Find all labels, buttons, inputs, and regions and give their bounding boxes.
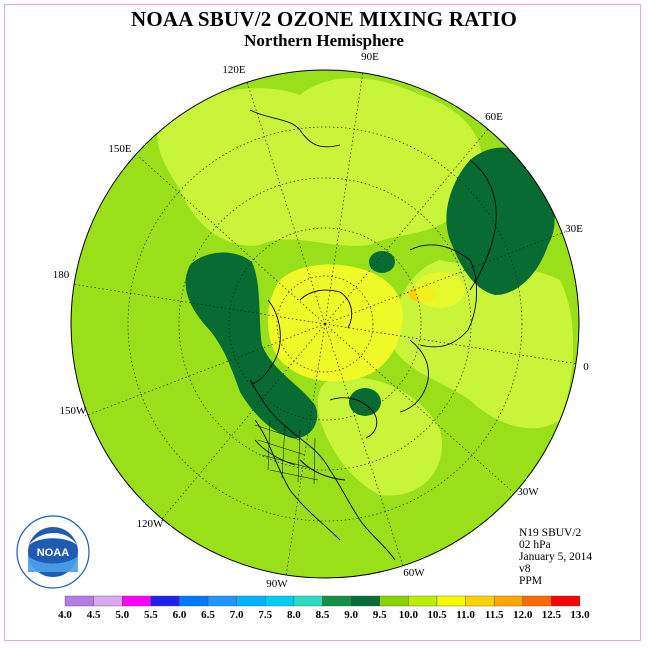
legend-swatch: [350, 595, 380, 607]
legend-swatch: [265, 595, 295, 607]
noaa-logo-text: NOAA: [37, 547, 69, 559]
legend-swatches: [64, 595, 581, 607]
legend-swatch: [207, 595, 237, 607]
lon-label-150e: 150E: [108, 143, 132, 155]
legend-swatch: [436, 595, 466, 607]
legend-swatch: [551, 595, 581, 607]
lon-label-90w: 90W: [266, 578, 288, 590]
legend-tick-label: 8.5: [316, 609, 330, 621]
field-dark-pacific: [185, 252, 318, 439]
lon-label-60e: 60E: [485, 111, 503, 123]
lon-label-120e: 120E: [222, 64, 246, 76]
lon-label-120w: 120W: [137, 518, 165, 530]
field-yellow-core: [267, 264, 403, 382]
field-yellow-east: [415, 272, 465, 308]
field-light-north: [157, 78, 482, 246]
legend-tick-label: 13.0: [570, 609, 590, 621]
noaa-logo: NOAA: [16, 515, 90, 589]
legend-swatch: [122, 595, 152, 607]
legend-tick-label: 11.5: [485, 609, 504, 621]
legend-tick-label: 9.5: [373, 609, 387, 621]
lon-label-30w: 30W: [517, 486, 539, 498]
legend-tick-labels: 4.0 4.5 5.0 5.5 6.0 6.5 7.0 7.5 8.0 8.5 9.0 9.5 10.0…: [58, 609, 590, 621]
legend-tick-label: 5.5: [144, 609, 158, 621]
legend-swatch: [408, 595, 438, 607]
coastlines: [249, 109, 497, 561]
legend-swatch: [93, 595, 123, 607]
lon-label-0: 0: [583, 361, 589, 373]
color-legend: 4.0 4.5 5.0 5.5 6.0 6.5 7.0 7.5 8.0 8.5 9.0 9.5 10.0…: [58, 595, 590, 621]
map-boundary: [70, 69, 580, 579]
legend-tick-label: 12.5: [542, 609, 562, 621]
legend-swatch: [179, 595, 209, 607]
lon-label-60w: 60W: [403, 567, 425, 579]
legend-swatch: [236, 595, 266, 607]
legend-tick-label: 4.0: [58, 609, 72, 621]
figure-subtitle: Northern Hemisphere: [244, 31, 404, 50]
noaa-logo-wave: [28, 556, 78, 572]
legend-tick-label: 7.5: [258, 609, 272, 621]
field-dark-spot-north: [369, 251, 395, 273]
legend-tick-label: 6.5: [201, 609, 215, 621]
legend-swatch: [465, 595, 495, 607]
info-version: v8: [519, 563, 531, 575]
lon-label-90e: 90E: [361, 51, 379, 63]
legend-tick-label: 4.5: [87, 609, 101, 621]
longitude-labels: 90E 60E 30E 0 30W 60W 90W 120W 150W 180 …: [53, 51, 590, 590]
figure-frame: [4, 4, 641, 641]
legend-swatch: [64, 595, 94, 607]
legend-tick-label: 12.0: [513, 609, 533, 621]
legend-tick-label: 8.0: [287, 609, 301, 621]
info-level: 02 hPa: [519, 539, 551, 551]
legend-swatch: [322, 595, 352, 607]
info-date: January 5, 2014: [519, 551, 593, 563]
legend-swatch: [293, 595, 323, 607]
legend-tick-label: 10.5: [427, 609, 447, 621]
legend-tick-label: 6.0: [173, 609, 187, 621]
legend-swatch: [379, 595, 409, 607]
figure-title: NOAA SBUV/2 OZONE MIXING RATIO: [131, 7, 517, 31]
info-units: PPM: [519, 575, 543, 587]
field-dark-spot-greenland: [349, 388, 381, 416]
info-satellite: N19 SBUV/2: [519, 527, 582, 539]
legend-tick-label: 10.0: [399, 609, 419, 621]
legend-swatch: [150, 595, 180, 607]
noaa-logo-gull: [29, 532, 77, 545]
lon-label-30e: 30E: [565, 223, 583, 235]
legend-tick-label: 9.0: [344, 609, 358, 621]
legend-swatch: [522, 595, 552, 607]
lon-label-180: 180: [53, 269, 70, 281]
legend-swatch: [493, 595, 523, 607]
graticule: [71, 71, 579, 577]
state-borders: [254, 419, 319, 485]
legend-tick-label: 5.0: [115, 609, 129, 621]
field-dark-russia: [446, 147, 555, 295]
lon-label-150w: 150W: [60, 405, 88, 417]
legend-tick-label: 11.0: [456, 609, 475, 621]
legend-tick-label: 7.0: [230, 609, 244, 621]
